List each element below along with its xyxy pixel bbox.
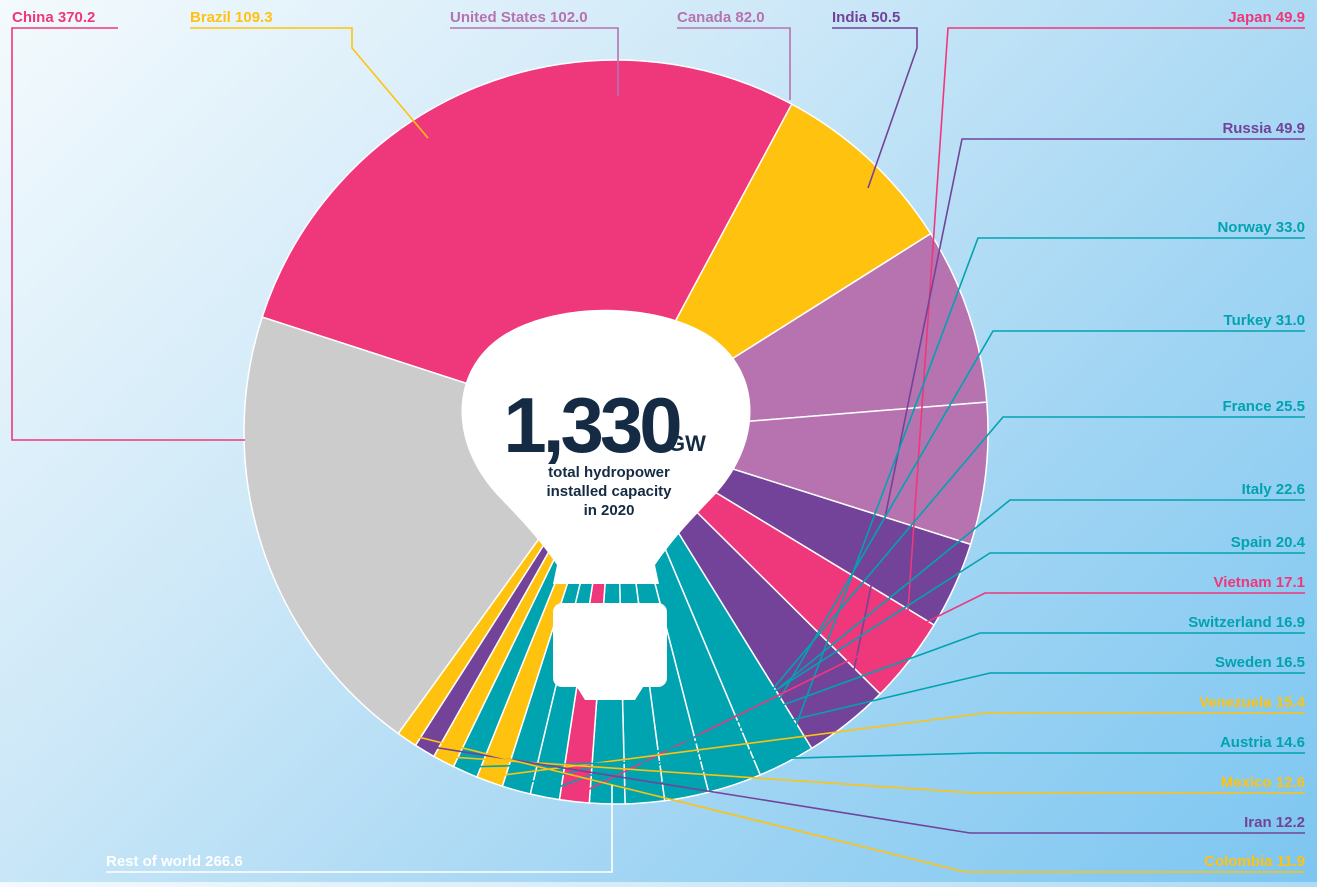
leader-line-rest-of-world bbox=[106, 785, 613, 873]
leader-line-sweden bbox=[517, 672, 1305, 786]
leader-line-switzerland bbox=[545, 632, 1305, 793]
slice-label-russia: Russia 49.9 bbox=[1222, 120, 1305, 137]
center-line-1: total hydropower bbox=[548, 464, 670, 481]
slice-label-mexico: Mexico 12.6 bbox=[1221, 774, 1305, 791]
bulb-base bbox=[553, 603, 667, 687]
slice-label-canada: Canada 82.0 bbox=[677, 9, 765, 26]
leader-line-iran bbox=[427, 745, 1305, 834]
leader-line-canada bbox=[677, 27, 791, 100]
leader-line-vietnam bbox=[574, 592, 1305, 797]
slice-label-rest-of-world: Rest of world 266.6 bbox=[106, 853, 243, 870]
leader-line-china bbox=[11, 27, 245, 441]
leader-line-turkey bbox=[732, 330, 1305, 780]
bulb-glass bbox=[461, 309, 751, 584]
leader-line-norway bbox=[783, 237, 1305, 758]
slice-label-sweden: Sweden 16.5 bbox=[1215, 654, 1305, 671]
center-caption: 1,330 GW total hydropower installed capa… bbox=[503, 381, 706, 519]
leader-line-colombia bbox=[409, 734, 1305, 873]
slice-label-brazil: Brazil 109.3 bbox=[190, 9, 273, 26]
slice-label-switzerland: Switzerland 16.9 bbox=[1188, 614, 1305, 631]
leader-line-venezuela bbox=[491, 712, 1305, 778]
slice-labels: China 370.2 Brazil 109.3 United States 102… bbox=[12, 9, 1306, 870]
center-line-2: installed capacity bbox=[546, 483, 672, 500]
slice-label-colombia: Colombia 11.9 bbox=[1204, 853, 1305, 870]
slice-label-italy: Italy 22.6 bbox=[1242, 481, 1305, 498]
slice-label-spain: Spain 20.4 bbox=[1231, 534, 1306, 551]
leader-line-india bbox=[832, 27, 918, 189]
slice-label-japan: Japan 49.9 bbox=[1228, 9, 1305, 26]
center-value: 1,330 bbox=[503, 381, 680, 469]
leader-line-italy bbox=[643, 499, 1305, 798]
slice-label-united-states: United States 102.0 bbox=[450, 9, 588, 26]
slice-label-france: France 25.5 bbox=[1222, 398, 1305, 415]
leader-line-japan bbox=[903, 27, 1305, 658]
slice-label-turkey: Turkey 31.0 bbox=[1224, 312, 1305, 329]
leader-lines bbox=[11, 27, 1305, 873]
center-line-3: in 2020 bbox=[584, 502, 635, 519]
leader-line-united-states bbox=[450, 27, 619, 96]
lightbulb-icon bbox=[461, 309, 751, 700]
leader-line-france bbox=[685, 416, 1305, 793]
leader-line-austria bbox=[467, 752, 1305, 768]
leader-line-russia bbox=[843, 138, 1305, 719]
slice-label-norway: Norway 33.0 bbox=[1217, 219, 1305, 236]
slice-label-vietnam: Vietnam 17.1 bbox=[1214, 574, 1305, 591]
bulb-tip bbox=[575, 684, 645, 700]
slice-label-austria: Austria 14.6 bbox=[1220, 734, 1305, 751]
slice-label-china: China 370.2 bbox=[12, 9, 95, 26]
slice-label-india: India 50.5 bbox=[832, 9, 900, 26]
leader-line-brazil bbox=[190, 27, 429, 139]
slice-label-iran: Iran 12.2 bbox=[1244, 814, 1305, 831]
slice-label-venezuela: Venezuela 15.4 bbox=[1199, 694, 1306, 711]
leader-line-mexico bbox=[446, 755, 1305, 794]
center-unit: GW bbox=[668, 431, 706, 456]
